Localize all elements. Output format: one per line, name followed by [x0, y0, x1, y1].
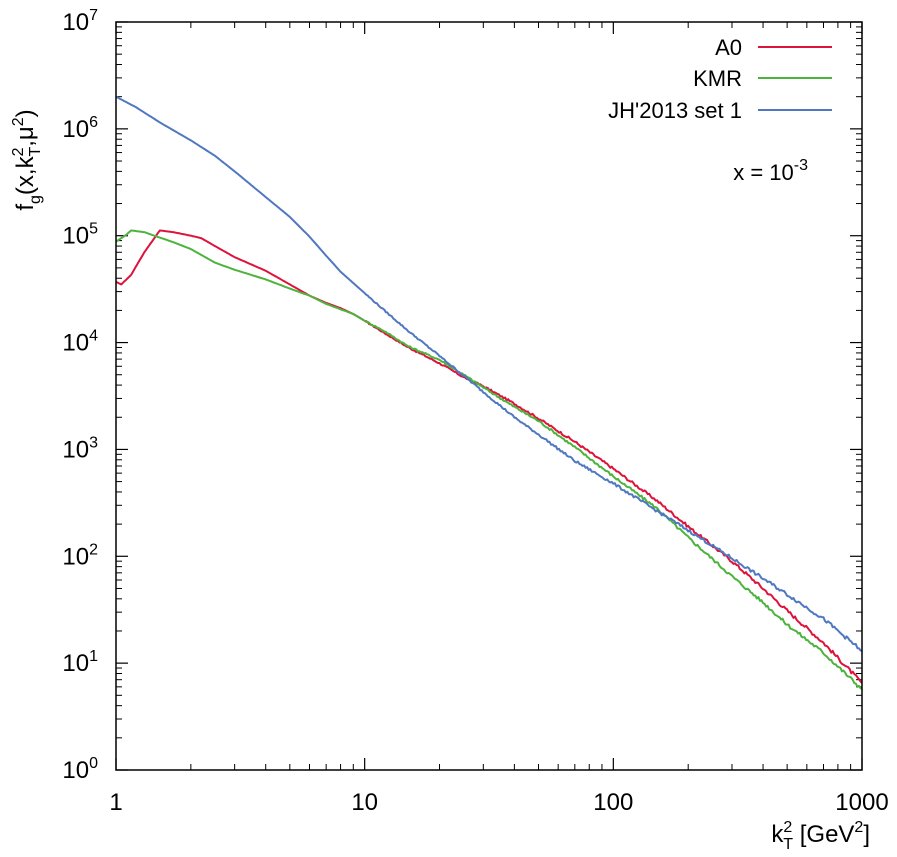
y-tick-labels: 100 101 102 103 104 105 106 107 — [62, 7, 98, 784]
x-tick-label: 10 — [351, 789, 378, 816]
x-value-annotation: x = 10-3 — [733, 157, 808, 185]
plot-area-frame — [115, 21, 863, 771]
legend-label: A0 — [715, 35, 742, 60]
series-line — [115, 229, 863, 684]
legend-label: KMR — [693, 66, 742, 91]
y-tick-label: 107 — [62, 7, 98, 36]
series-lines — [115, 95, 863, 691]
y-tick-label: 104 — [62, 328, 98, 357]
y-tick-label: 106 — [62, 114, 98, 143]
series-line — [115, 229, 863, 691]
x-axis-title: k2 T [GeV2] — [771, 819, 870, 853]
legend-label: JH'2013 set 1 — [608, 98, 742, 123]
tick-marks — [115, 21, 863, 771]
x-tick-labels: 1 10 100 1000 — [109, 789, 888, 816]
series-line — [115, 95, 863, 652]
x-tick-label: 100 — [593, 789, 633, 816]
x-tick-label: 1000 — [835, 789, 888, 816]
x-tick-label: 1 — [109, 789, 122, 816]
y-tick-label: 103 — [62, 434, 98, 463]
y-tick-label: 102 — [62, 541, 98, 570]
y-tick-label: 101 — [62, 648, 98, 677]
y-tick-label: 100 — [62, 755, 98, 784]
legend: A0 KMR JH'2013 set 1 — [608, 35, 832, 123]
y-tick-label: 105 — [62, 221, 98, 250]
y-axis-title: fg(x,k2T,μ2) — [10, 109, 44, 210]
